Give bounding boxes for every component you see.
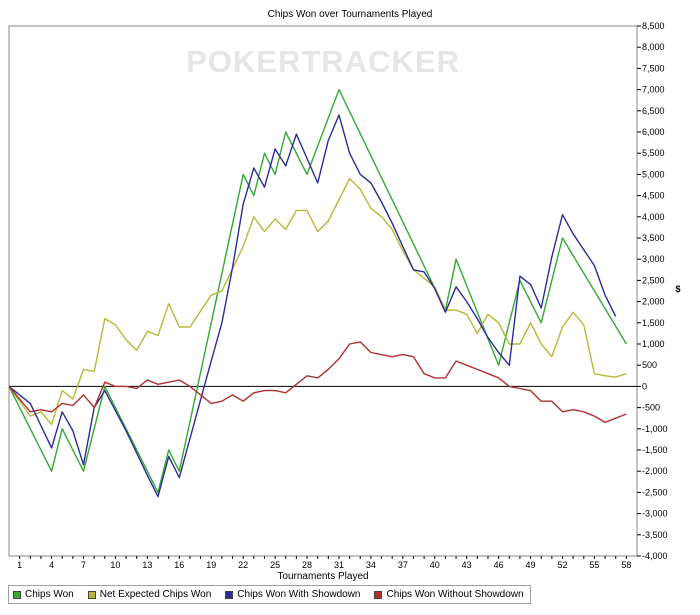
y-tick-label: -1,500 — [642, 445, 668, 455]
x-tick-label: 13 — [142, 560, 152, 570]
y-tick-label: -3,500 — [642, 530, 668, 540]
y-tick-label: -4,000 — [642, 551, 668, 561]
y-tick-label: -3,000 — [642, 509, 668, 519]
y-tick-label: -500 — [642, 403, 660, 413]
legend-item: Chips Won — [13, 589, 74, 600]
legend-label: Chips Won Without Showdown — [386, 589, 524, 600]
x-axis: 1 4 7 10 13 16 19 22 25 28 31 34 37 40 43 46 49 52 55 58 — [17, 556, 631, 570]
series-line-net-expected-chips-won — [8, 177, 627, 426]
x-tick-label: 43 — [462, 560, 472, 570]
legend-item: Chips Won Without Showdown — [374, 589, 524, 600]
y-tick-label: 2,500 — [642, 275, 665, 285]
y-tick-label: 8,000 — [642, 42, 665, 52]
y-tick-label: 6,500 — [642, 106, 665, 116]
x-tick-label: 52 — [557, 560, 567, 570]
x-tick-label: 28 — [302, 560, 312, 570]
y-tick-label: 5,500 — [642, 148, 665, 158]
x-tick-label: 34 — [366, 560, 376, 570]
y-tick-label: 1,500 — [642, 318, 665, 328]
x-tick-label: 49 — [526, 560, 536, 570]
legend-swatch — [374, 590, 383, 599]
y-tick-label: -2,500 — [642, 487, 668, 497]
y-tick-label: 8,500 — [642, 21, 665, 31]
x-tick-label: 40 — [430, 560, 440, 570]
x-tick-label: 58 — [621, 560, 631, 570]
y-tick-label: 500 — [642, 360, 657, 370]
legend-swatch — [87, 590, 96, 599]
y-tick-label: 3,500 — [642, 233, 665, 243]
x-axis-label: Tournaments Played — [277, 571, 368, 582]
y-tick-label: 5,000 — [642, 169, 665, 179]
x-tick-label: 46 — [494, 560, 504, 570]
y-tick-label: -1,000 — [642, 424, 668, 434]
y-tick-label: 1,000 — [642, 339, 665, 349]
y-axis-label: $ — [675, 284, 680, 294]
legend-swatch — [225, 590, 234, 599]
legend-label: Chips Won With Showdown — [237, 589, 361, 600]
y-tick-label: 0 — [642, 381, 647, 391]
x-tick-label: 7 — [81, 560, 86, 570]
x-tick-label: 37 — [398, 560, 408, 570]
y-tick-label: 7,500 — [642, 63, 665, 73]
legend-label: Net Expected Chips Won — [99, 589, 212, 600]
x-tick-label: 4 — [49, 560, 54, 570]
legend-swatch — [13, 590, 21, 599]
x-tick-label: 16 — [174, 560, 184, 570]
x-tick-label: 25 — [270, 560, 280, 570]
y-tick-label: 2,000 — [642, 297, 665, 307]
x-tick-label: 22 — [238, 560, 248, 570]
y-tick-label: 3,000 — [642, 254, 665, 264]
legend-label: Chips Won — [25, 589, 74, 600]
x-tick-label: 10 — [110, 560, 120, 570]
y-tick-label: -2,000 — [642, 466, 668, 476]
chart-legend: Chips Won Net Expected Chips Won Chips Won… — [8, 585, 531, 604]
y-tick-label: 6,000 — [642, 127, 665, 137]
series-line-chips-won-with-showdown — [8, 114, 617, 498]
y-tick-label: 4,500 — [642, 191, 665, 201]
legend-item: Net Expected Chips Won — [87, 589, 212, 600]
series-line-chips-won-without-showdown — [8, 341, 627, 424]
legend-item: Chips Won With Showdown — [225, 589, 360, 600]
plot-area — [8, 25, 638, 557]
watermark-logo: POKERTRACKER — [186, 44, 460, 79]
x-tick-label: 1 — [17, 560, 22, 570]
chart-title: Chips Won over Tournaments Played — [268, 9, 433, 20]
x-tick-label: 19 — [206, 560, 216, 570]
x-tick-label: 31 — [334, 560, 344, 570]
series-lines — [8, 88, 627, 498]
x-tick-label: 55 — [589, 560, 599, 570]
y-axis: -4,000 -3,500 -3,000 -2,500 -2,000 -1,500 -1,0… — [637, 21, 668, 561]
y-tick-label: 7,000 — [642, 85, 665, 95]
y-tick-label: 4,000 — [642, 212, 665, 222]
